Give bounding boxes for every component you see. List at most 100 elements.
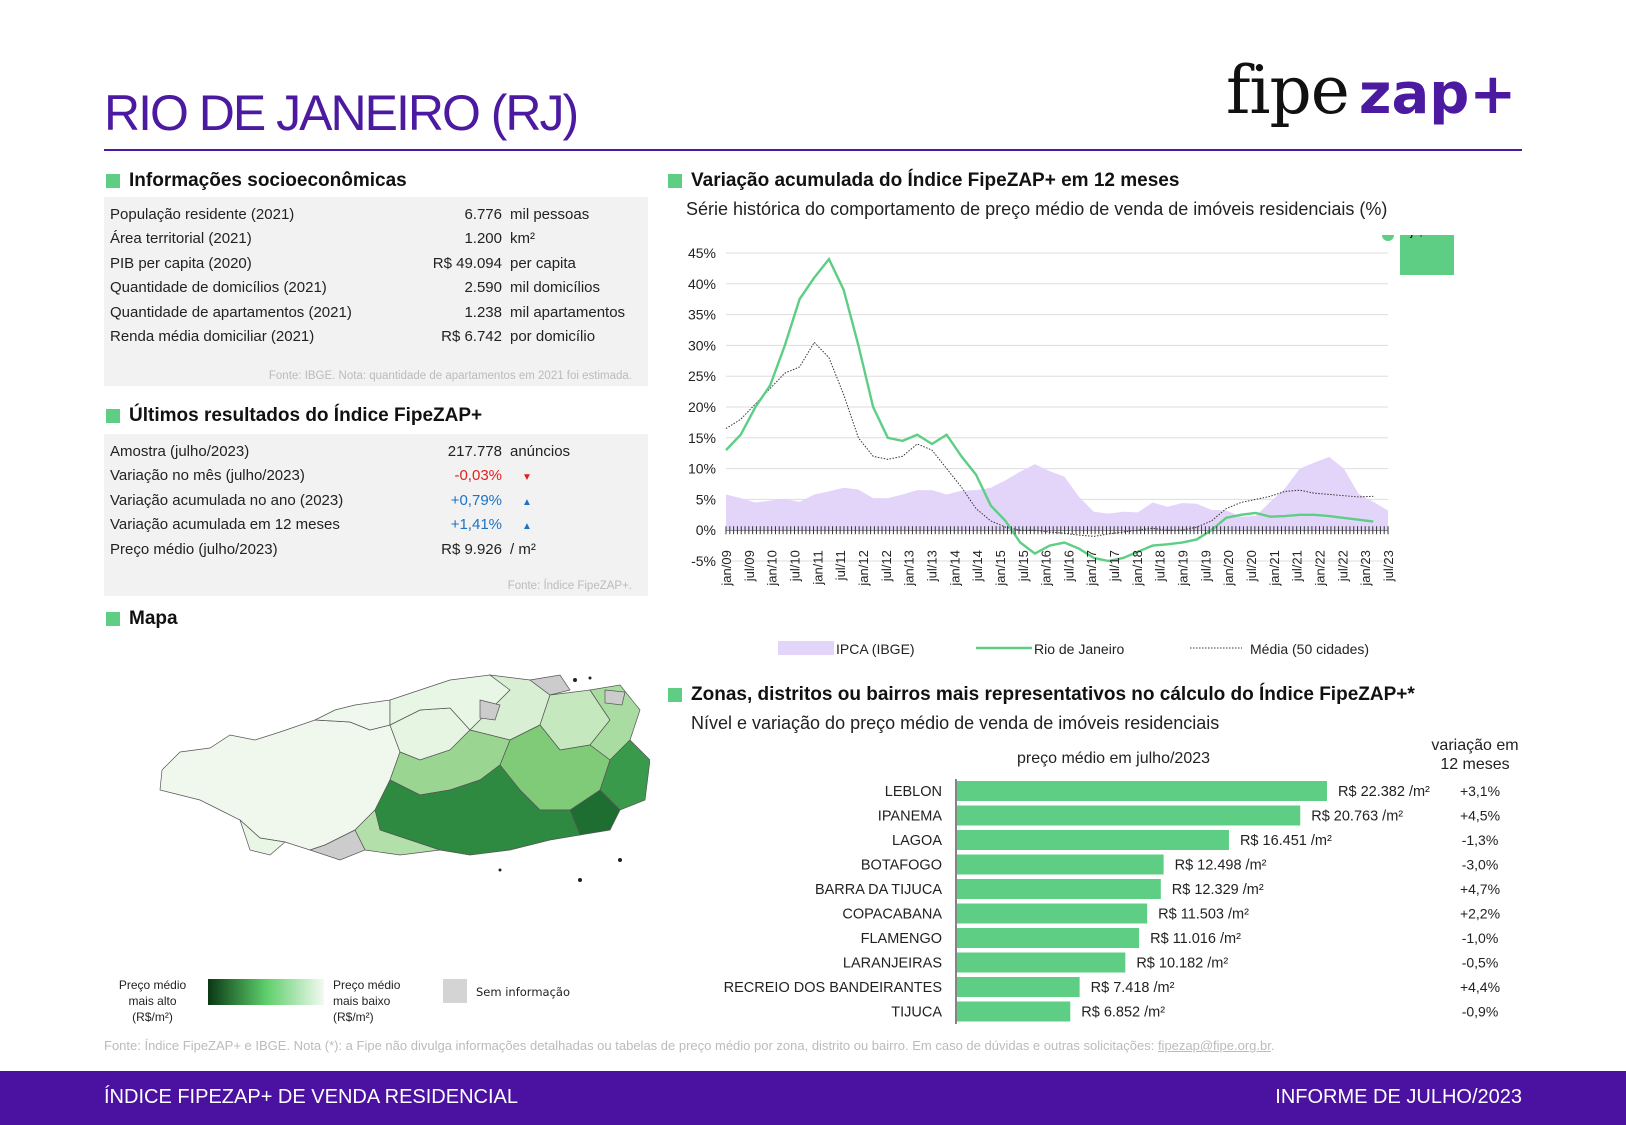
row-value: R$ 9.926 [441,540,502,558]
bar-value-label: R$ 11.503 /m² [1158,907,1249,923]
legend-high-line: mais alto [128,994,177,1008]
bar-value-label: R$ 20.763 /m² [1311,809,1403,825]
section-marker-icon [106,612,120,626]
bar-value-label: R$ 16.451 /m² [1240,833,1332,849]
row-value: 2.590 [464,279,502,296]
x-tick-label: jan/11 [810,550,825,585]
bar [957,879,1161,899]
x-tick-label: jul/12 [879,550,894,582]
x-tick-label: jan/22 [1313,550,1328,586]
x-tick-label: jan/20 [1221,550,1236,586]
row-unit: mil pessoas [510,205,590,223]
variation-label: -1,0% [1462,930,1499,946]
row-value: R$ 49.094 [432,254,502,272]
rio-series-line [725,256,1374,563]
map-legend-gradient [208,979,324,1005]
chart2-section-title: Zonas, distritos ou bairros mais represe… [668,684,1415,706]
bar [957,977,1080,997]
x-tick-label: jul/15 [1016,550,1031,582]
category-label: BARRA DA TIJUCA [815,882,942,898]
variation-label: -1,3% [1462,832,1499,848]
row-unit: mil domicílios [510,279,601,296]
row-label: Variação no mês (julho/2023) [110,467,305,484]
bar-value-label: R$ 11.016 /m² [1150,931,1241,947]
row-value: 1.200 [464,230,502,247]
bar-value-label: R$ 12.498 /m² [1175,858,1267,874]
bar [957,805,1301,826]
section-marker-icon [668,174,682,188]
x-tick-label: jan/12 [856,550,871,586]
bar [957,903,1148,924]
source-note: Fonte: Índice FipeZAP+. [507,580,632,592]
source-note: Fonte: IBGE. Nota: quantidade de apartam… [268,370,632,382]
y-tick-label: 35% [688,307,716,323]
y-tick-label: 40% [688,276,716,292]
y-tick-label: 0% [696,522,716,538]
row-value: +1,41% [450,516,502,533]
x-tick-label: jul/13 [924,550,939,582]
row-label: PIB per capita (2020) [110,254,252,272]
map-section-title: Mapa [106,608,178,630]
chart1-title-text: Variação acumulada do Índice FipeZAP+ em… [691,170,1180,191]
map-title-text: Mapa [129,608,178,629]
email-link[interactable]: fipezap@fipe.org.br [1157,1038,1271,1053]
ipca-area [726,456,1388,531]
fipezap-logo: fipe zap+ [1226,52,1516,142]
socio-section-title: Informações socioeconômicas [106,170,407,192]
info-row: Quantidade de domicílios (2021) 2.590 mil … [110,277,642,299]
variation-label: +3,1% [1460,783,1500,799]
footer-right-text: INFORME DE JULHO/2023 [1275,1086,1522,1108]
line-chart: 45% 40% 35% 30% 25% 20% 15% 10% 5% 0% -5% jan/09 jul… [688,235,1454,657]
info-row: População residente (2021) 6.776 mil pesso… [110,203,642,225]
footer-note-end: . [1270,1038,1275,1053]
bar-value-label: R$ 6.852 /m² [1081,1005,1165,1021]
legend-ipca-swatch [778,641,834,655]
x-tick-label: jul/14 [970,550,985,582]
bar [957,952,1126,973]
category-label: LAGOA [892,833,942,849]
arrow-up-icon: ▲ [522,496,532,508]
x-tick-label: jan/14 [947,550,962,586]
y-tick-label: 20% [688,399,716,415]
category-label: FLAMENGO [861,931,942,947]
x-tick-label: jul/20 [1244,550,1259,582]
category-label: RECREIO DOS BANDEIRANTES [724,980,942,996]
legend-high-line: Preço médio [118,978,187,992]
x-tick-label: jan/19 [1176,550,1191,586]
category-label: TIJUCA [891,1005,942,1021]
legend-low-label: Preço médio mais baixo (R$/m²) [333,977,413,1025]
legend-low-line: Preço médio [333,978,401,992]
row-value: 1.238 [464,303,502,321]
category-label: BOTAFOGO [861,858,942,874]
info-row: Preço médio (julho/2023) R$ 9.926 / m² [110,538,642,560]
legend-ipca-label: IPCA (IBGE) [836,641,915,657]
x-tick-label: jul/23 [1381,550,1396,582]
legend-high-label: Preço médio mais alto (R$/m²) [110,977,195,1025]
y-tick-label: 25% [688,368,716,384]
section-marker-icon [106,409,120,423]
row-label: Quantidade de domicílios (2021) [110,279,327,296]
chart1-section-title: Variação acumulada do Índice FipeZAP+ em… [668,170,1179,192]
legend-low-line: mais baixo [333,994,391,1008]
legend-average-label: Média (50 cidades) [1250,641,1369,657]
bar-value-label: R$ 12.329 /m² [1172,882,1264,898]
y-tick-label: 30% [688,337,716,353]
info-row: Variação acumulada em 12 meses +1,41% ▲ [110,514,642,536]
row-value: 217.778 [447,442,502,460]
row-label: Área territorial (2021) [110,230,252,247]
x-tick-label: jul/09 [742,550,757,582]
footer-bar: ÍNDICE FIPEZAP+ DE VENDA RESIDENCIAL INF… [0,1071,1626,1125]
row-unit: ▲ [502,492,642,509]
header-divider [104,149,1522,151]
section-marker-icon [668,688,682,702]
bar [957,1001,1071,1022]
x-tick-label: jul/22 [1335,550,1350,582]
category-label: IPANEMA [878,809,943,825]
row-label: Variação acumulada no ano (2023) [110,491,344,509]
row-label: Preço médio (julho/2023) [110,540,278,558]
y-tick-label: 45% [688,245,716,261]
page-title: RIO DE JANEIRO (RJ) [104,85,579,141]
row-unit: km² [510,230,535,247]
results-panel: Amostra (julho/2023) 217.778 anúncios Varia… [104,434,648,596]
variation-label: +2,2% [1460,906,1500,922]
